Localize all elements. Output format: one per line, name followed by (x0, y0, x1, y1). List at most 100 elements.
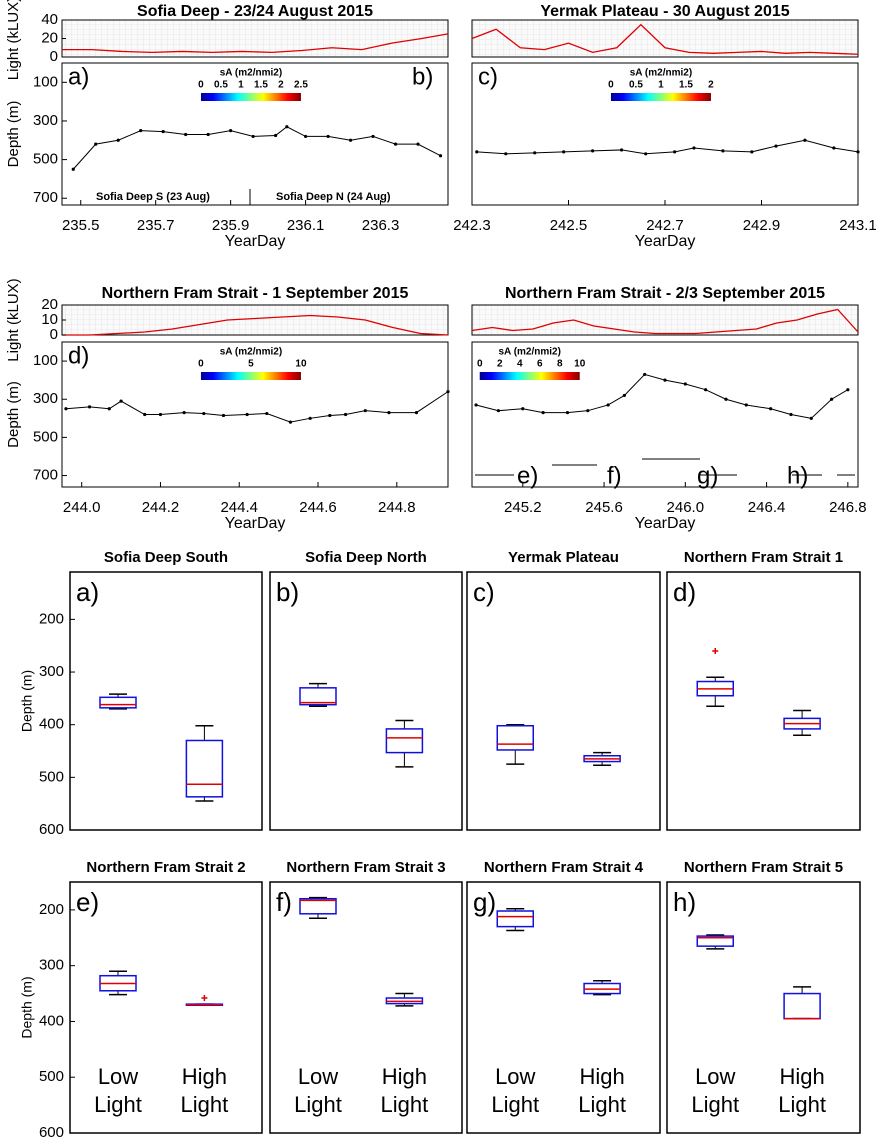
colorbar-tick-label: 10 (295, 359, 307, 370)
colorbar-tick-label: 0 (477, 359, 483, 370)
y-tick-label: 500 (39, 1068, 64, 1085)
depth-point (206, 132, 210, 137)
depth-point (326, 134, 330, 139)
colorbar-tick-label: 0 (198, 80, 204, 91)
segment-brackets (475, 458, 855, 476)
y-tick-label: 20 (41, 29, 58, 46)
x-tick-label: 246.4 (748, 499, 786, 516)
panel-label: d) (673, 577, 696, 607)
y-tick-label: 0 (50, 48, 58, 65)
colorbar (610, 93, 711, 101)
y-tick-label: 200 (39, 901, 64, 918)
colorbar-tick-label: 2 (278, 80, 284, 91)
colorbar-tick-label: 1 (658, 80, 664, 91)
light-line (471, 23, 859, 55)
y-tick-label: 400 (39, 716, 64, 733)
depth-point (769, 407, 773, 411)
depth-point (308, 416, 312, 420)
depth-point (303, 134, 308, 139)
light-axis-label: Light (kLUX) (5, 0, 22, 80)
colorbar (479, 372, 580, 380)
chart-title: Sofia Deep - 23/24 August 2015 (137, 3, 373, 20)
y-tick-label: 200 (39, 610, 64, 627)
depth-point (221, 413, 226, 418)
box (496, 910, 534, 928)
x-tick-label: High Light (778, 1064, 826, 1117)
annotation: Sofia Deep N (24 Aug) (276, 191, 391, 203)
category-label-box: Low Light (491, 1064, 539, 1117)
colorbar (200, 93, 301, 101)
depth-point (683, 382, 687, 386)
depth-point (774, 144, 778, 148)
panel-label: g) (473, 887, 496, 917)
depth-point (750, 150, 754, 154)
chart-title: Northern Fram Strait 4 (484, 859, 644, 876)
box (185, 739, 224, 798)
depth-point (202, 411, 206, 416)
x-axis-label: YearDay (225, 233, 286, 250)
y-tick-label: 500 (33, 151, 58, 168)
y-tick-label: 10 (41, 311, 58, 328)
depth-point (591, 149, 595, 153)
depth-point (606, 403, 610, 407)
outlier (712, 647, 719, 654)
plot-frame (666, 881, 861, 1134)
panel-label: b) (412, 63, 433, 90)
depth-line (72, 126, 441, 170)
panel-label: a) (76, 577, 99, 607)
colorbar-label: sA (m2/nmi2) (499, 347, 561, 358)
panel-label: h) (787, 462, 808, 489)
y-tick-label: 600 (39, 821, 64, 838)
x-axis-label: YearDay (635, 233, 696, 250)
y-tick-label: 300 (39, 957, 64, 974)
x-tick-label: 242.9 (743, 217, 781, 234)
y-tick-label: 300 (33, 112, 58, 129)
y-tick-label: 100 (33, 352, 58, 369)
depth-point (348, 138, 353, 142)
depth-point (846, 388, 850, 392)
y-tick-label: 0 (50, 326, 58, 343)
depth-point (143, 412, 147, 417)
panel-label: f) (607, 462, 622, 489)
x-tick-label: 235.9 (212, 217, 250, 234)
depth-point (64, 407, 68, 411)
box (496, 724, 534, 751)
depth-point (565, 410, 570, 415)
y-tick-label: 700 (33, 467, 58, 484)
x-tick-label: High Light (380, 1064, 429, 1117)
plot-frame (269, 881, 463, 1134)
panel-label: c) (473, 577, 495, 607)
chart-title: Sofia Deep South (104, 549, 228, 566)
y-tick-label: 300 (39, 663, 64, 680)
colorbar-tick-label: 0 (608, 80, 614, 91)
depth-point (803, 138, 807, 142)
panel-label: d) (68, 342, 89, 369)
colorbar-tick-label: 5 (248, 359, 254, 370)
depth-point (119, 399, 123, 403)
x-tick-label: 243.1 (839, 217, 877, 234)
x-tick-label: Low Light (94, 1064, 142, 1117)
y-tick-label: 700 (33, 189, 58, 206)
panel-label: b) (276, 577, 299, 607)
depth-point (184, 132, 188, 137)
panel-label: e) (517, 462, 538, 489)
colorbar-tick-label: 2 (708, 80, 714, 91)
panel-label: e) (76, 887, 99, 917)
colorbar-tick-label: 4 (517, 359, 523, 370)
depth-point (161, 129, 165, 134)
depth-point (414, 410, 419, 415)
chart-title: Yermak Plateau - 30 August 2015 (540, 3, 789, 20)
light-panel (61, 304, 449, 336)
colorbar-tick-label: 1.5 (254, 80, 268, 91)
colorbar-tick-label: 0.5 (214, 80, 228, 91)
x-tick-label: 244.0 (63, 499, 101, 516)
y-tick-label: 100 (33, 73, 58, 90)
depth-point (158, 412, 163, 417)
depth-point (619, 148, 624, 152)
depth-point (416, 142, 420, 146)
depth-point (744, 403, 748, 407)
depth-point (475, 150, 479, 154)
box (299, 897, 337, 915)
panel-label: a) (68, 63, 89, 90)
